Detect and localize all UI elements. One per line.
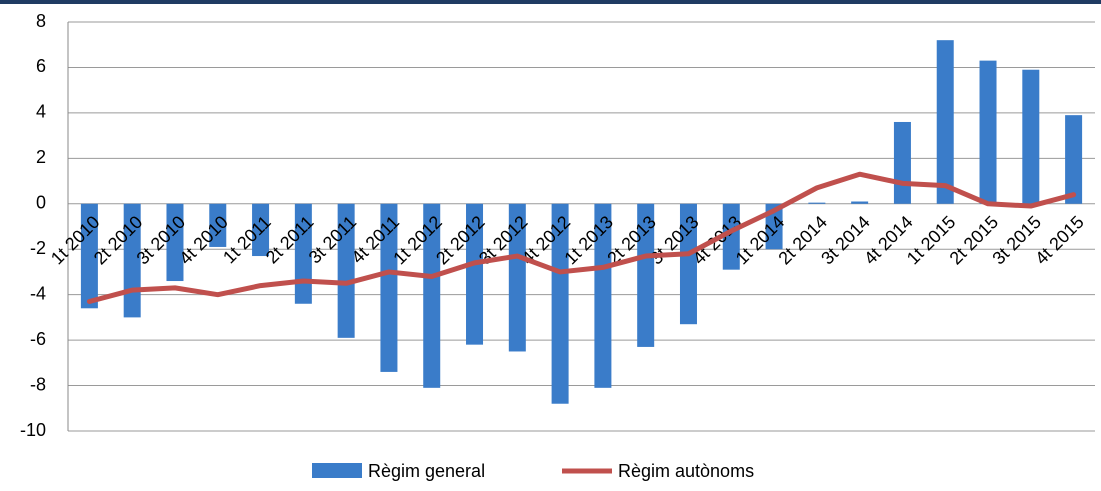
y-tick-label: 8	[36, 11, 46, 31]
bar	[80, 203, 98, 309]
x-tick-label: 4t 2015	[1031, 212, 1088, 269]
bar	[979, 60, 997, 204]
bar	[166, 203, 184, 282]
y-tick-label: -4	[30, 283, 46, 303]
bar	[851, 201, 869, 204]
bar	[594, 203, 612, 388]
bar	[551, 203, 569, 404]
legend-label: Règim autònoms	[618, 461, 754, 481]
y-tick-label: 4	[36, 102, 46, 122]
y-tick-label: -6	[30, 329, 46, 349]
y-tick-label: -8	[30, 374, 46, 394]
bar	[1065, 115, 1083, 204]
y-tick-label: 2	[36, 147, 46, 167]
bar	[679, 203, 697, 325]
bar	[1022, 69, 1040, 204]
bar	[466, 203, 484, 345]
bar	[508, 203, 526, 352]
y-tick-label: -10	[20, 420, 46, 440]
bar	[808, 202, 826, 204]
bar	[637, 203, 655, 347]
legend-label: Règim general	[368, 461, 485, 481]
y-tick-label: 6	[36, 56, 46, 76]
legend-swatch	[312, 463, 362, 478]
y-tick-label: 0	[36, 193, 46, 213]
bar	[722, 203, 740, 270]
bar	[893, 121, 911, 204]
y-tick-label: -2	[30, 238, 46, 258]
line	[86, 171, 1077, 304]
top-band	[0, 0, 1101, 4]
bar	[252, 203, 270, 257]
bar	[380, 203, 398, 372]
bar	[936, 40, 954, 204]
bar	[423, 203, 441, 388]
bar	[209, 203, 227, 247]
bar	[337, 203, 355, 338]
